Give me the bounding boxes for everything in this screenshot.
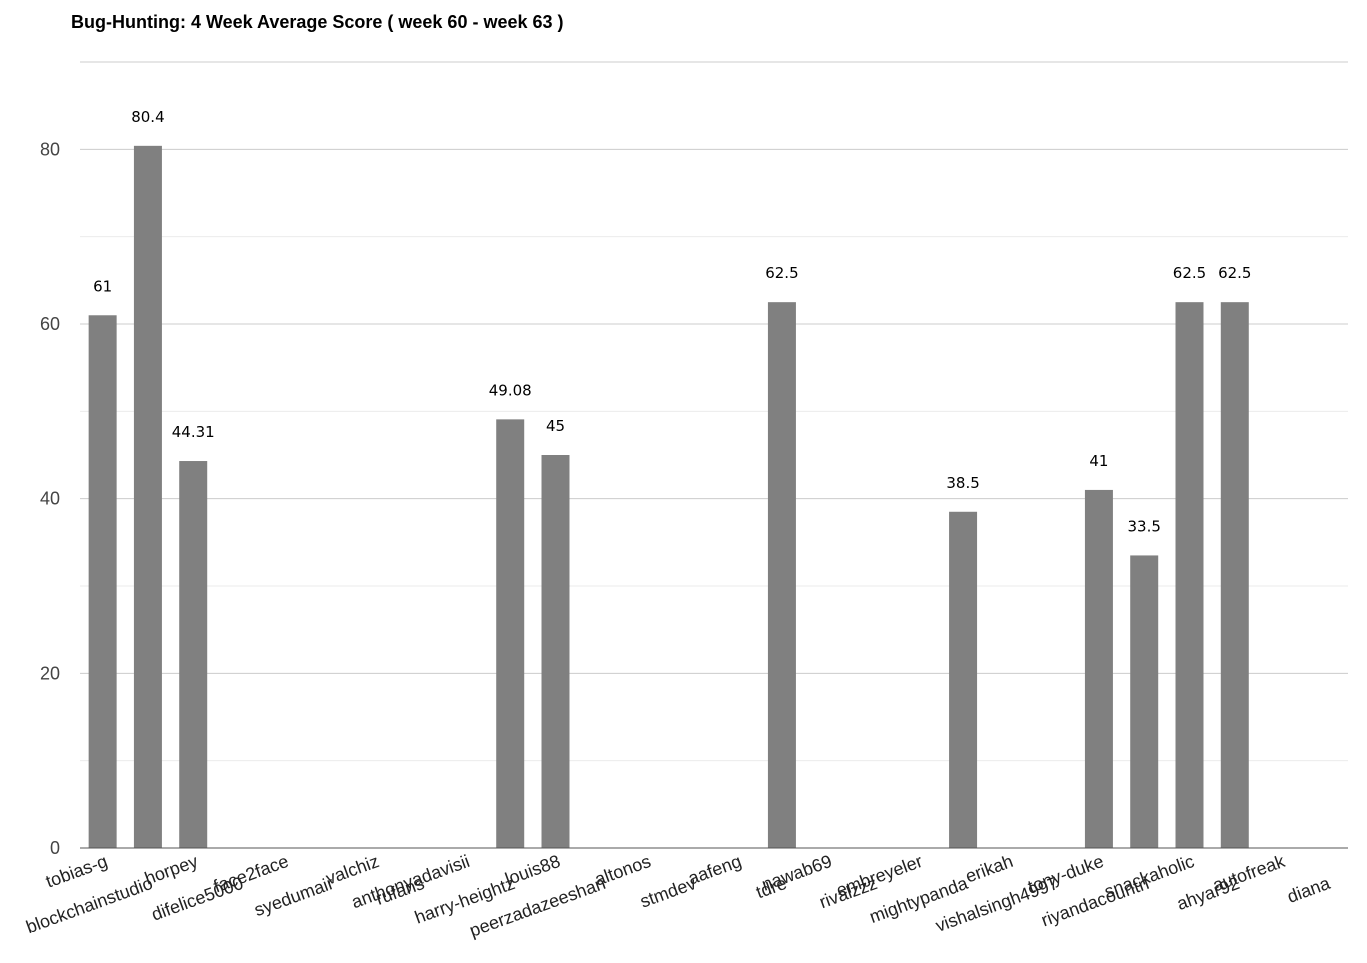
- x-tick-label: syedumair: [252, 873, 337, 920]
- y-tick-label: 80: [40, 139, 60, 159]
- bar-horpey: [179, 461, 208, 848]
- grid-lines: [80, 61, 1348, 762]
- chart-title: Bug-Hunting: 4 Week Average Score ( week…: [71, 12, 564, 32]
- data-label: 62.5: [1218, 264, 1251, 282]
- x-axis: tobias-gblockchainstudiohorpeydifelice50…: [23, 847, 1348, 941]
- data-label: 80.4: [131, 108, 164, 126]
- x-tick-label: autofreak: [1210, 851, 1288, 896]
- x-tick-label: valchiz: [323, 851, 382, 889]
- x-tick-label: face2face: [211, 851, 291, 896]
- data-label: 62.5: [1173, 264, 1206, 282]
- bar-mightypanda: [949, 511, 978, 848]
- data-label: 61: [93, 277, 112, 295]
- x-tick-label: louis88: [502, 851, 562, 889]
- bar-louis88: [541, 455, 570, 848]
- y-tick-label: 40: [40, 489, 60, 509]
- x-tick-label: nawab69: [759, 851, 835, 895]
- x-tick-label: horpey: [142, 851, 201, 889]
- x-tick-label: altonos: [592, 851, 653, 890]
- y-tick-label: 60: [40, 314, 60, 334]
- x-tick-label: diana: [1284, 873, 1333, 907]
- data-label: 44.31: [172, 423, 215, 441]
- bar-ahyar92: [1220, 302, 1249, 849]
- x-tick-label: aafeng: [685, 851, 744, 889]
- data-label: 45: [546, 417, 565, 435]
- bar-blockchainstudio: [133, 145, 162, 849]
- bars: [88, 145, 1249, 849]
- bar-snackaholic: [1175, 302, 1204, 849]
- data-labels: 61 80.4 44.31 49.08 45 62.5 38.5 41 33.5 62.5 62.5: [93, 108, 1251, 536]
- x-tick-label: tony-duke: [1025, 851, 1106, 897]
- bar-tony-duke: [1084, 489, 1113, 848]
- x-tick-label: blockchainstudio: [23, 873, 155, 937]
- data-label: 41: [1089, 452, 1108, 470]
- data-label: 38.5: [946, 474, 979, 492]
- bar-tobias-g: [88, 315, 117, 848]
- y-axis: 0 20 40 60 80: [40, 139, 60, 858]
- bar-harry-heightz: [496, 419, 525, 848]
- bar-riyandacountri: [1130, 555, 1159, 848]
- y-tick-label: 20: [40, 663, 60, 683]
- data-label: 33.5: [1128, 517, 1161, 535]
- y-tick-label: 0: [50, 838, 60, 858]
- data-label: 62.5: [765, 264, 798, 282]
- x-tick-label: erikah: [963, 851, 1016, 887]
- bar-tdre: [767, 302, 796, 849]
- data-label: 49.08: [489, 381, 532, 399]
